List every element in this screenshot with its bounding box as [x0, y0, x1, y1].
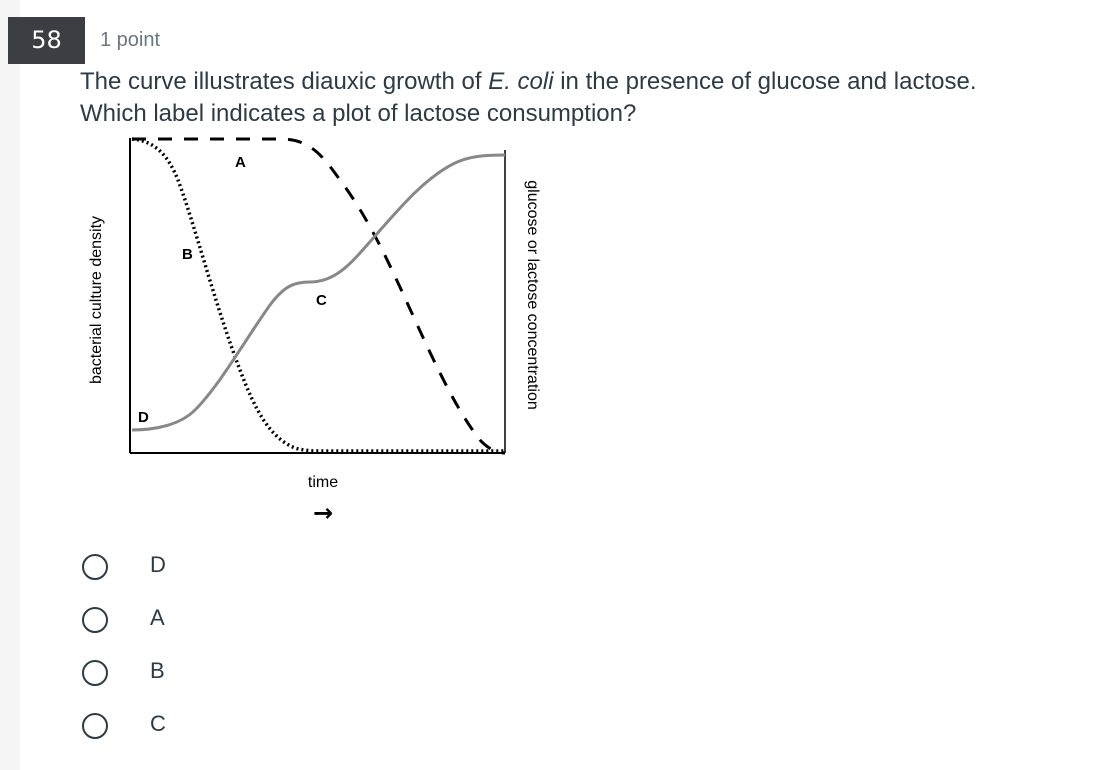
curve-label-c: C	[316, 292, 327, 309]
diauxic-growth-figure: A B C D bacterial culture density glucos…	[70, 125, 560, 525]
question-text-pre: The curve illustrates diauxic growth of	[80, 68, 489, 95]
question-card	[20, 0, 1120, 770]
growth-diagram: A B C D bacterial culture density glucos…	[88, 137, 541, 525]
curve-label-a: A	[235, 154, 246, 171]
curve-label-d: D	[138, 409, 149, 426]
question-number: 58	[8, 17, 85, 64]
organism-name: E. coli	[488, 68, 554, 95]
curve-a-dashed	[132, 137, 506, 455]
question-text: The curve illustrates diauxic growth of …	[80, 66, 1080, 130]
growth-curve	[131, 153, 506, 432]
question-line-2: Which label indicates a plot of lactose …	[80, 100, 637, 127]
radio-button-icon[interactable]	[82, 660, 108, 686]
radio-button-icon[interactable]	[82, 713, 108, 739]
answer-label: B	[150, 658, 165, 683]
question-points: 1 point	[100, 29, 161, 51]
radio-button-icon[interactable]	[82, 607, 108, 633]
answer-label: A	[150, 605, 165, 630]
question-text-post: in the presence of glucose and lactose.	[553, 68, 977, 95]
answer-label: C	[150, 711, 166, 736]
radio-button-icon[interactable]	[82, 554, 108, 580]
time-arrow-icon: →	[313, 499, 333, 525]
question-line-1: The curve illustrates diauxic growth of …	[80, 66, 1080, 98]
answer-label: D	[150, 552, 166, 577]
left-axis-label: bacterial culture density	[88, 216, 105, 384]
curve-label-b: B	[182, 246, 193, 263]
right-axis-label: glucose or lactose concentration	[524, 180, 541, 409]
time-axis-label: time	[308, 474, 338, 491]
